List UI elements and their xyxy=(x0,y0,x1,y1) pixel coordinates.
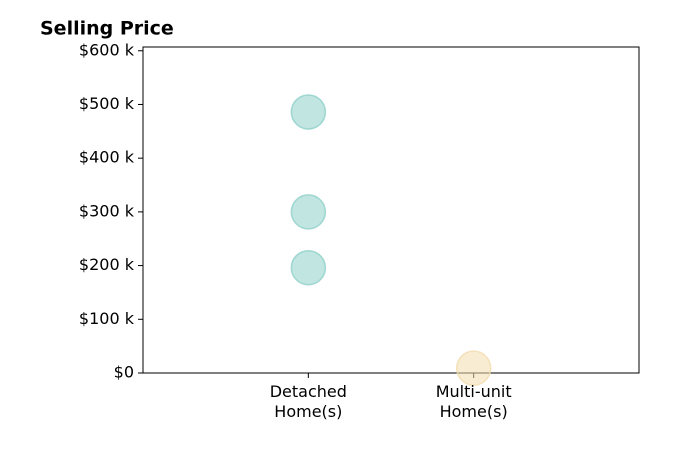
point xyxy=(290,194,327,230)
y-tick-label: $200 k xyxy=(79,255,135,274)
y-tick-label: $300 k xyxy=(79,201,135,220)
y-tick-label: $0 xyxy=(114,363,134,382)
plot-frame xyxy=(142,46,640,374)
chart-title: Selling Price xyxy=(40,18,174,40)
y-tick-label: $100 k xyxy=(79,309,135,328)
point xyxy=(290,249,327,286)
y-tick-label: $400 k xyxy=(79,148,135,167)
y-tick-label: $500 k xyxy=(79,94,135,113)
y-tick-label: $600 k xyxy=(79,40,135,59)
x-tick-label: Multi-unit Home(s) xyxy=(435,382,512,421)
x-tick-label: Detached Home(s) xyxy=(269,382,347,421)
point xyxy=(290,94,327,130)
point xyxy=(455,350,492,386)
